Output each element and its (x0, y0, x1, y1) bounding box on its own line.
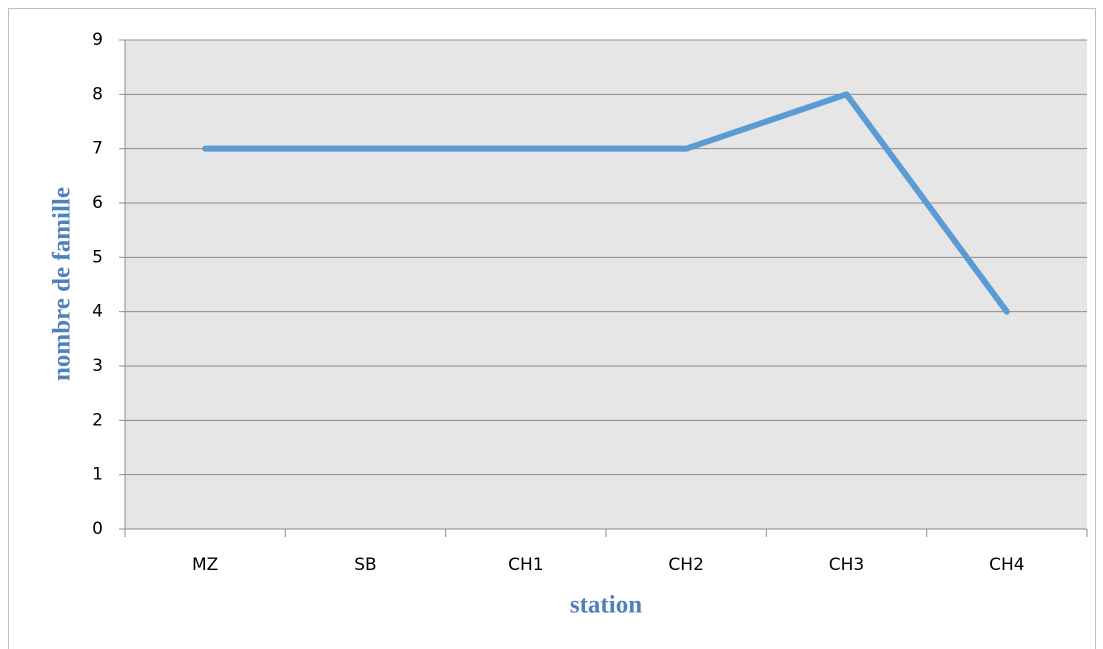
y-tick-label: 3 (92, 356, 103, 376)
y-tick-label: 8 (92, 84, 103, 104)
y-tick-label: 4 (92, 302, 103, 322)
x-tick-label: CH3 (829, 555, 864, 575)
y-tick-label: 2 (92, 410, 103, 430)
y-tick-label: 6 (92, 193, 103, 213)
x-tick-label: SB (354, 555, 376, 575)
y-tick-label: 5 (92, 247, 103, 267)
x-tick-label: CH4 (989, 555, 1024, 575)
y-axis-title: nombre de famille (49, 187, 76, 381)
x-tick-label: MZ (192, 555, 218, 575)
chart-frame (8, 8, 1096, 649)
y-tick-label: 1 (92, 465, 103, 485)
x-tick-label: CH2 (668, 555, 703, 575)
y-tick-label: 0 (92, 519, 103, 539)
y-tick-label: 7 (92, 139, 103, 159)
x-axis-title: station (570, 592, 642, 619)
y-tick-label: 9 (92, 30, 103, 50)
data-line (202, 91, 1010, 315)
plot-area (125, 40, 1087, 529)
x-tick-label: CH1 (508, 555, 543, 575)
